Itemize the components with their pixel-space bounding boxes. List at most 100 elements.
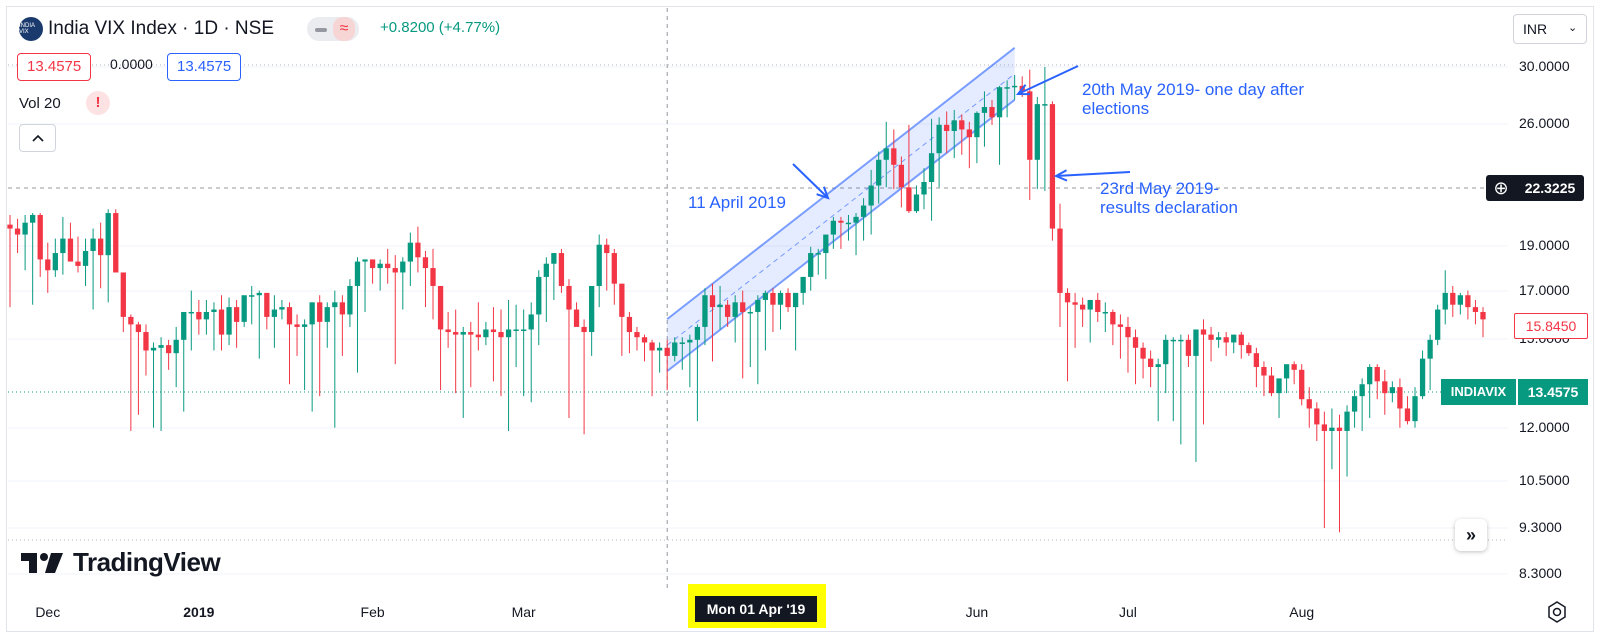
candle-body	[528, 314, 534, 330]
candle-body	[60, 238, 66, 254]
candle-body	[362, 259, 368, 262]
price-axis-label: 30.0000	[1519, 58, 1570, 74]
candle-body	[468, 332, 474, 335]
candle-body	[264, 292, 270, 317]
candle-body	[853, 216, 859, 223]
indicator-toggle[interactable]: ≈	[307, 17, 359, 41]
candle-body	[709, 295, 716, 308]
candle-body	[1170, 339, 1176, 342]
candle-body	[1367, 366, 1373, 385]
candle-body	[1314, 408, 1320, 425]
chevron-down-icon: ⌄	[1568, 22, 1578, 34]
collapse-legend-button[interactable]	[19, 124, 56, 152]
candle-body	[422, 257, 429, 269]
candle-body	[1215, 337, 1222, 340]
candle-body	[45, 259, 51, 271]
candle-body	[521, 329, 527, 331]
candle-body	[913, 194, 920, 212]
candle-body	[75, 261, 81, 266]
candle-body	[1253, 353, 1260, 367]
chevron-up-icon	[31, 134, 44, 142]
tradingview-logo-icon	[21, 553, 63, 573]
add-alert-plus-icon[interactable]: ⊕	[1486, 175, 1516, 201]
candle-body	[1268, 375, 1275, 394]
candle-body	[1404, 408, 1411, 422]
candle-body	[611, 253, 617, 284]
candle-body	[581, 326, 587, 333]
candle-body	[377, 263, 383, 269]
candle-body	[150, 347, 157, 351]
warning-icon[interactable]: !	[86, 91, 110, 115]
candle-body	[498, 332, 504, 338]
candle-body	[256, 292, 262, 296]
settings-gear-icon[interactable]	[1544, 599, 1570, 625]
price-axis-label: 10.5000	[1519, 472, 1570, 488]
volume-label[interactable]: Vol 20	[19, 95, 61, 112]
candle-body	[740, 302, 746, 312]
candle-body	[1102, 311, 1108, 314]
candle-body	[460, 332, 466, 335]
candle-body	[928, 153, 935, 182]
candle-body	[672, 342, 678, 356]
candle-body	[339, 302, 346, 315]
candle-body	[1200, 329, 1207, 335]
sell-price-box[interactable]: 13.4575	[17, 53, 92, 81]
candle-body	[1185, 339, 1192, 356]
candle-body	[385, 263, 391, 269]
annotation-arrows	[792, 65, 1131, 200]
candle-body	[1329, 427, 1335, 431]
candle-body	[1261, 366, 1267, 376]
candle-body	[1472, 307, 1479, 312]
may23-arrow	[1053, 169, 1131, 182]
candle-body	[1397, 387, 1403, 409]
candle-body	[589, 285, 595, 333]
buy-price-box[interactable]: 13.4575	[167, 53, 242, 81]
symbol-logo[interactable]: INDIA VIX	[19, 17, 43, 41]
wave-icon[interactable]: ≈	[333, 17, 355, 41]
scroll-to-realtime-button[interactable]: »	[1455, 519, 1487, 551]
candle-body	[762, 292, 769, 300]
candle-body	[332, 302, 338, 308]
candle-body	[105, 213, 111, 256]
time-axis-label: Mar	[511, 604, 536, 620]
candle-body	[792, 292, 799, 308]
symbol-title[interactable]: India VIX Index · 1D · NSE	[48, 18, 274, 39]
candle-body	[392, 268, 398, 273]
candle-body	[1155, 364, 1161, 367]
candle-body	[838, 220, 844, 223]
candle-body	[181, 311, 187, 340]
candle-body	[808, 253, 814, 277]
candle-body	[37, 214, 43, 260]
candle-body	[1223, 337, 1229, 343]
candle-body	[203, 311, 210, 320]
candle-body	[1072, 302, 1078, 305]
candle-body	[158, 345, 164, 348]
candle-body	[173, 339, 179, 354]
candle-body	[1004, 87, 1010, 89]
candle-body	[551, 253, 557, 264]
candle-body	[1080, 304, 1086, 310]
candle-body	[513, 329, 519, 331]
candle-body	[1110, 311, 1116, 325]
candle-body	[1480, 311, 1486, 320]
candle-body	[1389, 387, 1395, 394]
price-axis-label: 9.3000	[1519, 519, 1562, 535]
candle-body	[249, 295, 255, 297]
april-arrow-shaft	[792, 163, 829, 199]
candle-body	[1178, 339, 1184, 342]
time-axis-label: Feb	[360, 604, 385, 620]
candle-body	[1412, 396, 1418, 422]
candle-body	[1442, 292, 1448, 310]
currency-select[interactable]: INR ⌄	[1513, 14, 1587, 44]
time-axis-label: Aug	[1289, 604, 1315, 620]
candle-body	[634, 332, 640, 338]
candle-body	[294, 324, 300, 327]
candle-body	[981, 107, 988, 113]
candle-body	[400, 261, 406, 273]
candle-body	[898, 164, 904, 188]
candle-body	[196, 311, 202, 320]
candle-body	[1132, 337, 1139, 348]
grid	[8, 8, 1508, 590]
candle-body	[989, 107, 995, 118]
